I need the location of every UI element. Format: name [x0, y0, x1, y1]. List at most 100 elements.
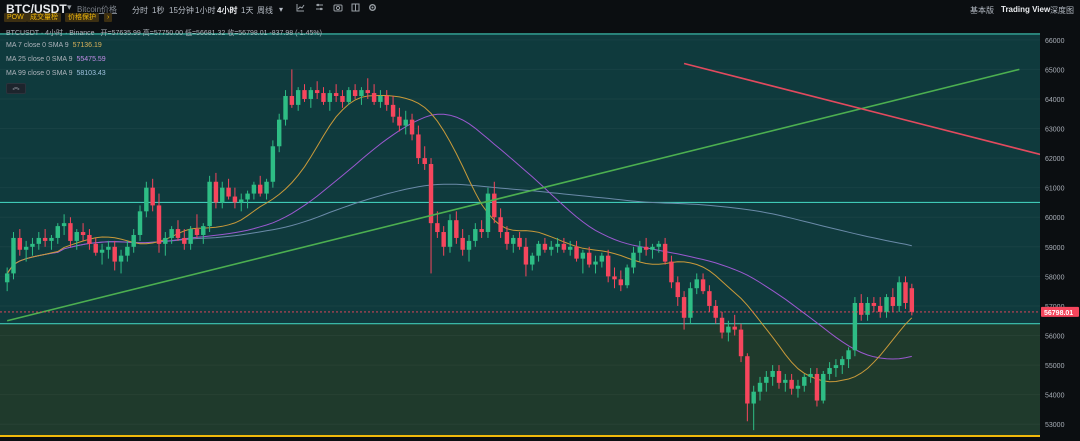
- candle-body: [466, 240, 472, 250]
- candle: [884, 294, 889, 318]
- y-tick-label: 61000: [1045, 186, 1065, 193]
- candle-body: [745, 356, 750, 404]
- tab-depth[interactable]: 深度图: [1050, 6, 1074, 15]
- pair-info-link[interactable]: Bitcoin价格: [77, 5, 118, 14]
- top-toolbar: BTC/USDT ▾ Bitcoin价格 分时 1秒 15分钟 1小时 4小时 …: [0, 0, 1080, 22]
- y-tick-label: 59000: [1045, 245, 1065, 252]
- candle-body: [492, 193, 497, 218]
- candle: [264, 178, 269, 200]
- candle-body: [188, 229, 193, 244]
- candle-body: [669, 261, 674, 283]
- candle: [118, 249, 124, 274]
- candle: [99, 243, 105, 265]
- candle: [618, 270, 624, 292]
- candle-body: [131, 234, 136, 247]
- candle: [93, 237, 98, 256]
- candle: [707, 285, 712, 312]
- tag-pow[interactable]: POW: [4, 13, 27, 22]
- candle: [840, 356, 845, 374]
- candle-body: [194, 229, 200, 235]
- candle: [201, 223, 206, 244]
- candle-body: [295, 90, 301, 105]
- legend-collapse-button[interactable]: ︽: [6, 83, 26, 94]
- interval-tab-1d[interactable]: 1天: [241, 6, 254, 15]
- candle: [169, 226, 174, 244]
- candle-body: [479, 229, 484, 233]
- settings-sliders-icon[interactable]: [315, 3, 324, 14]
- candle: [55, 223, 60, 244]
- legend-ma7[interactable]: MA 7 close 0 SMA 9 57136.19: [6, 42, 104, 49]
- candle: [542, 237, 548, 253]
- candle-body: [346, 90, 352, 102]
- candle: [624, 264, 630, 289]
- candle: [106, 240, 111, 259]
- candle: [479, 220, 484, 238]
- candle: [276, 113, 282, 153]
- legend-ma25[interactable]: MA 25 close 0 SMA 9 55475.59: [6, 56, 108, 63]
- legend-ma99[interactable]: MA 99 close 0 SMA 9 58103.43: [6, 70, 108, 77]
- candle-body: [226, 187, 231, 197]
- candle-body: [55, 226, 60, 238]
- tag-price-protection[interactable]: 价格保护: [65, 13, 99, 22]
- candle: [112, 240, 117, 271]
- zone-support: [0, 323, 1040, 437]
- last-price-label: 56798.01: [1044, 310, 1073, 317]
- candle: [549, 240, 554, 256]
- candle: [251, 181, 257, 200]
- candle-body: [530, 255, 535, 265]
- tag-more[interactable]: ›: [104, 13, 113, 22]
- indicator-icon[interactable]: [296, 3, 305, 14]
- candle: [827, 362, 832, 380]
- candle-body: [68, 223, 73, 241]
- candle: [808, 368, 813, 383]
- candle-body: [327, 93, 333, 102]
- candle-body: [789, 379, 794, 389]
- interval-more-icon[interactable]: ▾: [279, 5, 284, 14]
- gear-icon[interactable]: [368, 3, 377, 14]
- tab-tradingview[interactable]: Trading View: [1001, 5, 1051, 14]
- candle-body: [384, 96, 389, 105]
- candle-body: [650, 246, 655, 250]
- candle: [536, 240, 541, 262]
- candle: [650, 243, 655, 259]
- interval-tab-4h[interactable]: 4小时: [217, 6, 238, 15]
- candle: [258, 175, 263, 197]
- camera-icon[interactable]: [333, 3, 343, 14]
- layout-icon[interactable]: [351, 3, 360, 14]
- price-chart[interactable]: 5300054000550005600057000580005900060000…: [0, 22, 1080, 441]
- candle-body: [719, 317, 725, 333]
- y-tick-label: 58000: [1045, 274, 1065, 281]
- interval-tab-1h[interactable]: 1小时: [195, 6, 216, 15]
- interval-tab-week[interactable]: 周线: [257, 6, 273, 15]
- candle-body: [232, 196, 238, 203]
- candle-body: [852, 302, 858, 351]
- pair-title[interactable]: BTC/USDT: [6, 2, 67, 16]
- candle-body: [884, 297, 889, 312]
- candle: [327, 90, 333, 111]
- candle: [681, 291, 687, 330]
- candle-body: [555, 243, 560, 247]
- candle: [308, 87, 314, 108]
- candle: [669, 255, 674, 289]
- pair-dropdown-icon[interactable]: ▾: [67, 2, 72, 12]
- candle-body: [245, 193, 250, 200]
- candle-body: [726, 326, 731, 333]
- candle-body: [416, 134, 421, 159]
- y-tick-label: 60000: [1045, 215, 1065, 222]
- last-price-badge: [1041, 306, 1079, 317]
- trendline-up: [6, 68, 1020, 322]
- candle: [49, 234, 54, 250]
- candle-body: [656, 243, 661, 247]
- ma7-label: MA 7 close 0 SMA 9: [6, 42, 69, 49]
- legend-ohlc: 开=57635.99 高=57750.00 低=56681.32 收=56798…: [100, 30, 322, 37]
- candle: [745, 353, 750, 422]
- candle-body: [182, 237, 187, 244]
- candle-body: [378, 96, 383, 102]
- interval-tab-1s[interactable]: 1秒: [152, 6, 165, 15]
- tag-volume-rank[interactable]: 成交量榜: [27, 13, 61, 22]
- tab-basic[interactable]: 基本版: [970, 6, 994, 15]
- interval-tab-time[interactable]: 分时: [132, 6, 148, 15]
- interval-tab-15m[interactable]: 15分钟: [169, 6, 194, 15]
- candle-body: [542, 243, 548, 250]
- candle: [346, 87, 352, 105]
